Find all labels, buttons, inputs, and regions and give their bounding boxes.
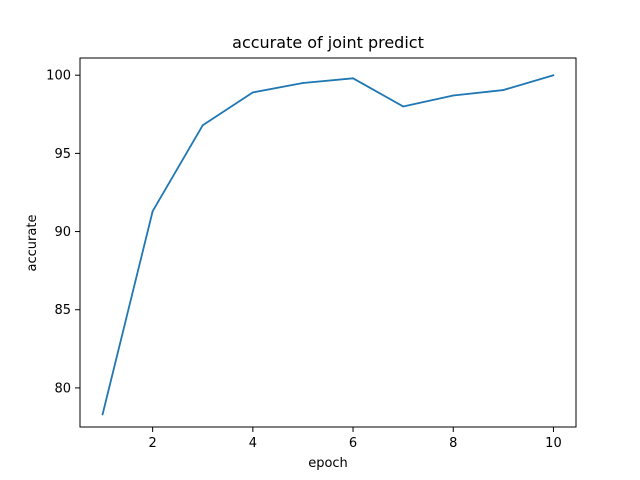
data-point xyxy=(101,413,104,416)
series-layer xyxy=(101,74,555,416)
data-point xyxy=(402,105,405,108)
x-tick-label: 10 xyxy=(545,436,562,451)
data-point xyxy=(251,91,254,94)
x-tick-label: 2 xyxy=(149,436,157,451)
data-point xyxy=(302,82,304,84)
x-axis-ticks: 2 4 6 8 10 xyxy=(149,427,562,451)
plot-frame xyxy=(79,57,577,428)
x-tick-label: 4 xyxy=(249,436,257,451)
y-tick-label: 80 xyxy=(54,381,71,396)
y-tick-label: 85 xyxy=(54,303,71,318)
data-point xyxy=(201,124,204,127)
data-point xyxy=(352,77,354,80)
y-tick-label: 95 xyxy=(54,147,71,162)
x-tick-label: 8 xyxy=(449,436,457,451)
y-axis-label: accurate xyxy=(25,215,40,272)
x-axis-label: epoch xyxy=(308,456,348,471)
data-point xyxy=(452,94,455,97)
y-tick-label: 100 xyxy=(46,69,71,84)
series-line xyxy=(101,74,554,415)
data-point xyxy=(502,89,505,91)
chart-title: accurate of joint predict xyxy=(232,33,424,52)
data-point xyxy=(552,74,555,77)
x-tick-label: 6 xyxy=(349,436,357,451)
y-tick-label: 90 xyxy=(54,225,71,240)
data-point xyxy=(151,210,154,213)
y-axis-ticks: 80 85 90 95 100 xyxy=(46,69,80,396)
